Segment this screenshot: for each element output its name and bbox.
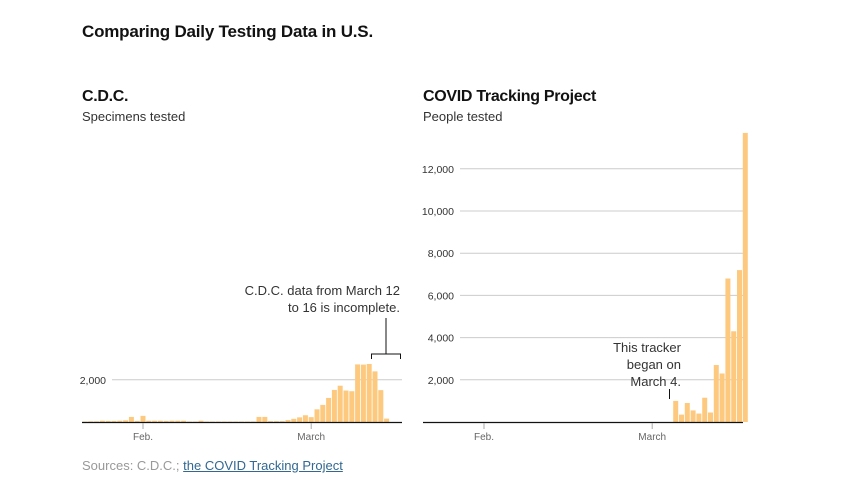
y-tick-label: 12,000 [422, 164, 454, 176]
bar [326, 397, 332, 422]
annotation-text: to 16 is incomplete. [288, 300, 400, 315]
y-tick-label: 4,000 [428, 333, 454, 345]
bar [94, 421, 100, 422]
bar [308, 417, 314, 422]
bar [696, 413, 702, 422]
bar [175, 420, 181, 422]
bar [291, 418, 297, 422]
bar [314, 409, 320, 422]
bar [198, 420, 204, 422]
bar [140, 415, 146, 422]
bar [256, 416, 262, 422]
covid-tracking-project-link[interactable]: the COVID Tracking Project [183, 458, 343, 473]
bar [88, 421, 94, 422]
cdc-chart-title: C.D.C. [82, 88, 129, 105]
bar [134, 420, 140, 422]
bar [285, 420, 291, 422]
bar [378, 390, 384, 422]
bar [302, 415, 308, 422]
sources-prefix: Sources: C.D.C.; [82, 458, 180, 473]
bar [146, 420, 152, 422]
bar [343, 390, 349, 422]
bar [679, 414, 684, 422]
bar [320, 404, 326, 422]
bar [673, 400, 679, 422]
x-tick-label: March [638, 432, 666, 443]
x-tick-label: Feb. [133, 432, 153, 443]
bar [737, 270, 742, 422]
bar [372, 371, 378, 422]
bar [725, 278, 731, 422]
bar [105, 420, 111, 422]
page-title: Comparing Daily Testing Data in U.S. [82, 22, 373, 41]
annotation-bracket [371, 318, 401, 359]
bar [366, 363, 372, 422]
bar [331, 389, 337, 422]
bar [262, 416, 268, 422]
sources-note: Sources: C.D.C.; the COVID Tracking Proj… [82, 458, 343, 473]
bar [169, 420, 175, 422]
bar [111, 420, 117, 422]
bar [273, 421, 279, 422]
annotation-text: This tracker [613, 340, 682, 355]
annotation-text: began on [627, 357, 681, 372]
bar [163, 420, 169, 422]
bar [279, 421, 285, 422]
ctp-chart-subtitle: People tested [423, 109, 503, 124]
bar [181, 420, 187, 422]
bar [684, 403, 690, 422]
bar [152, 420, 158, 422]
bar [713, 365, 719, 422]
bar [731, 331, 737, 422]
y-tick-label: 8,000 [428, 248, 454, 260]
bar [157, 420, 163, 422]
bar [360, 364, 366, 422]
bar [128, 416, 134, 422]
y-tick-label: 6,000 [428, 290, 454, 302]
bar [719, 373, 725, 422]
y-tick-label: 10,000 [422, 206, 454, 218]
bar [297, 417, 303, 422]
bar [690, 410, 696, 422]
annotation-text: March 4. [630, 374, 681, 389]
bar [268, 421, 274, 422]
y-tick-label: 2,000 [80, 375, 106, 387]
bar [355, 364, 361, 422]
bar [384, 418, 390, 422]
bar [742, 132, 748, 422]
ctp-chart-title: COVID Tracking Project [423, 88, 597, 105]
bar [702, 397, 708, 422]
x-tick-label: March [297, 432, 325, 443]
bar [99, 420, 105, 422]
bar [337, 385, 343, 422]
y-tick-label: 2,000 [428, 375, 454, 387]
cdc-chart-subtitle: Specimens tested [82, 109, 186, 124]
x-tick-label: Feb. [474, 432, 494, 443]
bar [708, 412, 713, 422]
bar [123, 420, 129, 422]
annotation-text: C.D.C. data from March 12 [245, 283, 400, 298]
bar [349, 391, 355, 422]
bar [117, 420, 123, 422]
